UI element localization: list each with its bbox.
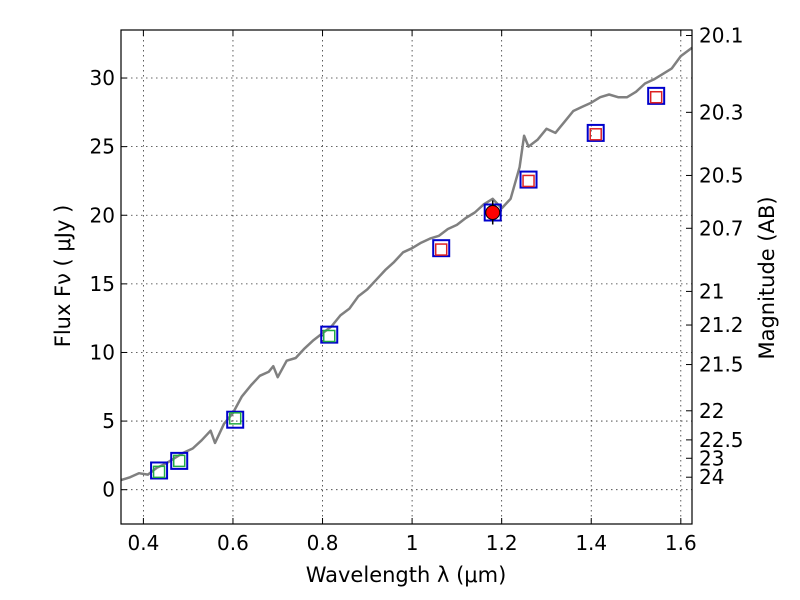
magnitude-tick-label: 20.7 xyxy=(699,216,744,240)
observed-photometry-marker xyxy=(647,86,666,105)
magnitude-tick-label: 23 xyxy=(699,446,724,470)
x-tick-label: 0.6 xyxy=(217,531,249,555)
photometry-layer xyxy=(150,86,666,480)
observed-photometry-marker xyxy=(170,451,189,470)
observed-photometry-marker xyxy=(586,123,605,142)
model-photometry-marker-red xyxy=(589,128,602,141)
observed-photometry-marker xyxy=(226,410,245,429)
y-tick-label: 20 xyxy=(90,203,115,227)
y-tick-label: 15 xyxy=(90,272,115,296)
model-photometry-marker-red xyxy=(434,243,448,256)
highlight-point xyxy=(485,205,501,221)
x-tick-label: 1 xyxy=(406,531,419,555)
spectrum-line xyxy=(120,46,693,482)
y-tick-label: 5 xyxy=(102,409,115,433)
model-photometry-marker-red xyxy=(522,174,535,188)
magnitude-tick-label: 21 xyxy=(699,279,724,303)
observed-photometry-marker xyxy=(320,325,339,344)
observed-photometry-marker xyxy=(432,239,451,258)
x-tick-label: 1.2 xyxy=(486,531,518,555)
model-photometry-marker-green xyxy=(322,329,336,343)
magnitude-axis-label: Magnitude (AB) xyxy=(755,196,779,359)
model-photometry-marker-green xyxy=(228,412,242,425)
x-tick-label: 1.6 xyxy=(665,531,697,555)
model-photometry-marker-red xyxy=(649,90,663,104)
y-axis-label: Flux Fν ( μJy ) xyxy=(51,205,75,348)
magnitude-tick-label: 20.5 xyxy=(699,163,744,187)
y-tick-label: 30 xyxy=(90,66,115,90)
grid-lines xyxy=(121,30,692,524)
x-axis-label: Wavelength λ (μm) xyxy=(306,563,507,587)
observed-photometry-marker xyxy=(519,170,538,189)
magnitude-tick-label: 20.3 xyxy=(699,100,744,124)
y-tick-label: 10 xyxy=(90,340,115,364)
magnitude-tick-label: 21.5 xyxy=(699,353,744,377)
y-tick-label: 0 xyxy=(102,478,115,502)
y-tick-label: 25 xyxy=(90,135,115,159)
x-tick-label: 1.4 xyxy=(575,531,607,555)
magnitude-tick-label: 22 xyxy=(699,399,724,423)
model-photometry-marker-green xyxy=(172,454,186,468)
x-tick-label: 0.8 xyxy=(307,531,339,555)
magnitude-tick-label: 22.5 xyxy=(699,428,744,452)
plot-frame xyxy=(120,29,693,525)
tick-labels: 0.4 0.6 0.8 1 1.2 1.4 1.6 0 5 10 15 20 25 30 20.1 20.3 2… xyxy=(90,23,744,555)
model-photometry-marker-green xyxy=(152,465,166,479)
observed-photometry-marker xyxy=(150,461,169,480)
magnitude-tick-label: 24 xyxy=(699,465,724,489)
magnitude-tick-label: 20.1 xyxy=(699,23,744,47)
x-tick-label: 0.4 xyxy=(127,531,159,555)
magnitude-tick-label: 21.2 xyxy=(699,313,744,337)
spectrum-layer xyxy=(120,46,693,482)
tick-marks xyxy=(121,30,692,524)
